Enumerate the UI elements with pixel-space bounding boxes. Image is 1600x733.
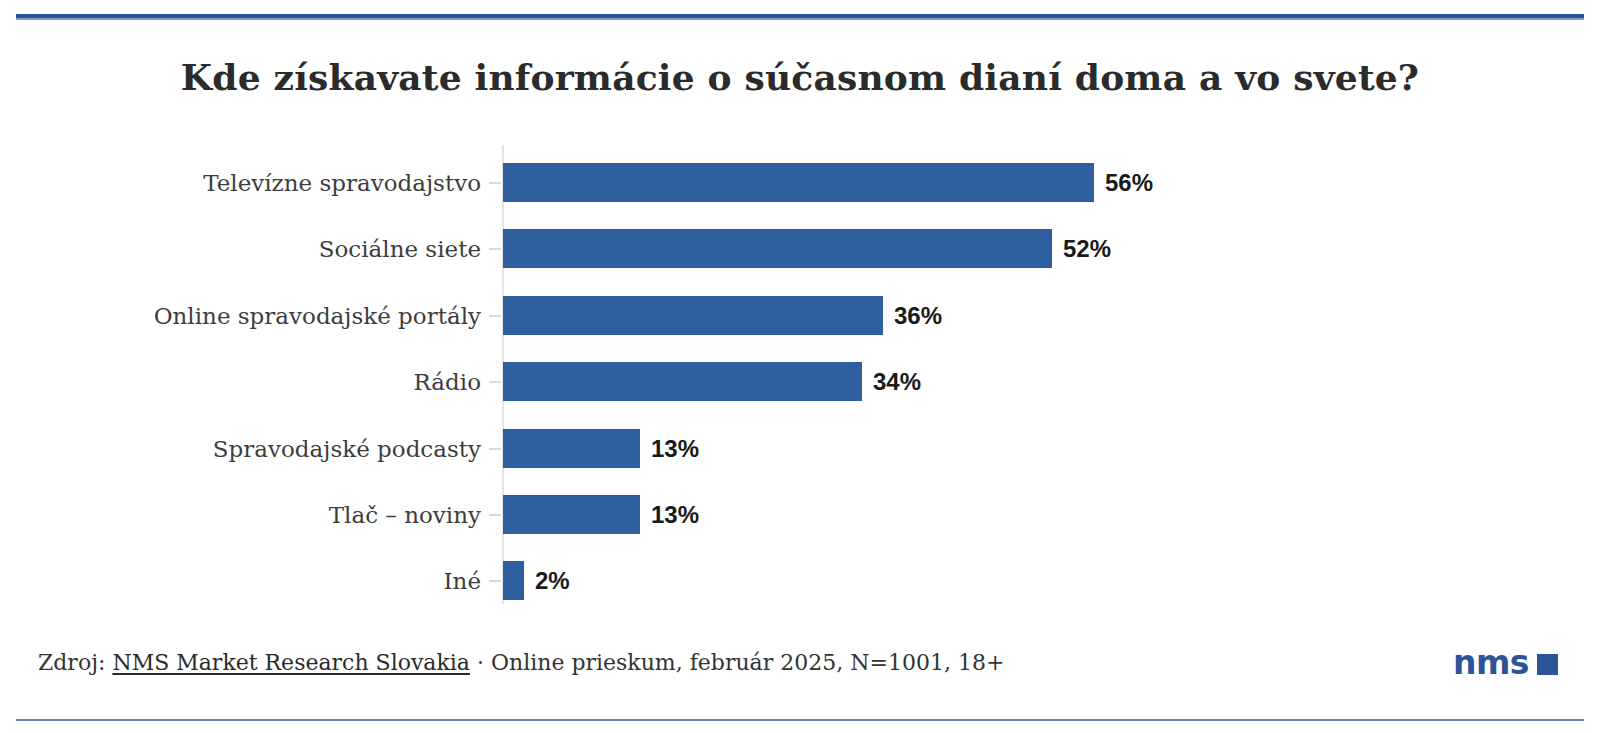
category-label: Tlač – noviny <box>0 495 481 535</box>
category-label: Iné <box>0 561 481 601</box>
bar-chart: Televízne spravodajstvo 56% Sociálne siete… <box>0 0 1600 733</box>
bar <box>503 561 524 600</box>
axis-tick <box>489 248 501 250</box>
chart-row: Televízne spravodajstvo 56% <box>0 163 1600 203</box>
bar <box>503 362 862 401</box>
value-label: 13% <box>651 495 699 535</box>
value-label: 13% <box>651 429 699 469</box>
category-label: Televízne spravodajstvo <box>0 163 481 203</box>
axis-tick <box>489 514 501 516</box>
value-label: 52% <box>1063 229 1111 269</box>
source-line: Zdroj: NMS Market Research Slovakia · On… <box>38 650 1004 675</box>
category-label: Rádio <box>0 362 481 402</box>
bar <box>503 495 640 534</box>
bottom-rule <box>16 719 1584 721</box>
source-link[interactable]: NMS Market Research Slovakia <box>112 650 470 675</box>
chart-row: Rádio 34% <box>0 362 1600 402</box>
chart-row: Iné 2% <box>0 561 1600 601</box>
bar <box>503 429 640 468</box>
axis-tick <box>489 580 501 582</box>
value-label: 36% <box>894 296 942 336</box>
category-label: Sociálne siete <box>0 229 481 269</box>
value-label: 34% <box>873 362 921 402</box>
category-label: Spravodajské podcasty <box>0 429 481 469</box>
value-label: 2% <box>535 561 570 601</box>
nms-logo-text: nms <box>1453 649 1529 677</box>
bar <box>503 229 1052 268</box>
category-label: Online spravodajské portály <box>0 296 481 336</box>
axis-tick <box>489 448 501 450</box>
value-label: 56% <box>1105 163 1153 203</box>
chart-row: Spravodajské podcasty 13% <box>0 429 1600 469</box>
bar <box>503 163 1094 202</box>
bar <box>503 296 883 335</box>
chart-row: Online spravodajské portály 36% <box>0 296 1600 336</box>
nms-logo: nms <box>1453 649 1558 677</box>
source-rest: · Online prieskum, február 2025, N=1001,… <box>477 650 1004 675</box>
chart-row: Tlač – noviny 13% <box>0 495 1600 535</box>
source-prefix: Zdroj: <box>38 650 105 675</box>
nms-logo-square-icon <box>1537 654 1558 675</box>
axis-tick <box>489 381 501 383</box>
axis-tick <box>489 182 501 184</box>
axis-tick <box>489 315 501 317</box>
chart-page: Kde získavate informácie o súčasnom dian… <box>0 0 1600 733</box>
chart-row: Sociálne siete 52% <box>0 229 1600 269</box>
